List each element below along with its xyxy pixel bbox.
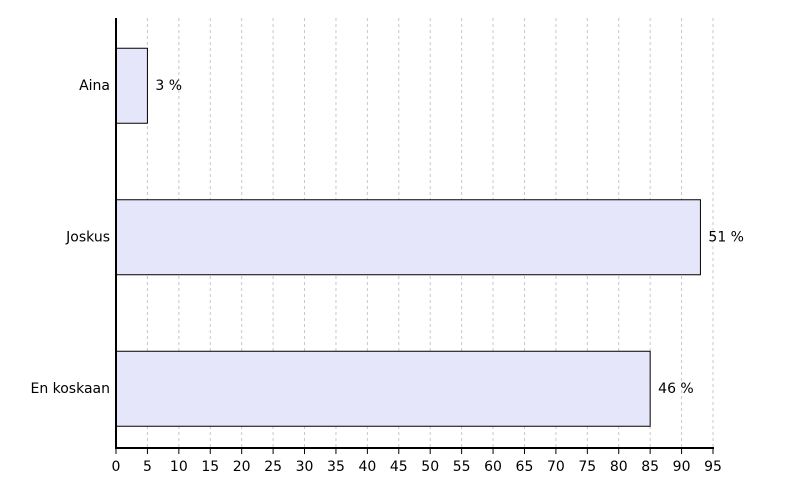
x-tick-label: 5 [143,459,152,475]
x-tick-label: 90 [673,459,691,475]
x-tick-label: 55 [453,459,471,475]
x-tick-label: 0 [112,459,121,475]
bar [115,47,148,124]
x-tick-label: 40 [358,459,376,475]
x-tick-label: 25 [264,459,282,475]
x-tick-label: 30 [296,459,314,475]
x-tick-label: 65 [516,459,534,475]
x-tick-label: 45 [390,459,408,475]
x-tick-label: 95 [704,459,722,475]
y-tick-label: En koskaan [30,381,110,397]
x-tick-label: 50 [421,459,439,475]
x-tick-label: 70 [547,459,565,475]
x-tick-label: 85 [641,459,659,475]
bar [115,350,651,427]
x-tick-label: 35 [327,459,345,475]
x-tick-label: 80 [610,459,628,475]
bar [115,199,701,276]
x-tick-label: 60 [484,459,502,475]
x-tick-label: 20 [233,459,251,475]
x-tick-label: 15 [201,459,219,475]
x-tick-label: 75 [578,459,596,475]
value-label: 46 % [658,381,694,397]
x-tick-label: 10 [170,459,188,475]
value-label: 3 % [155,78,182,94]
value-label: 51 % [708,229,744,245]
y-tick-label: Joskus [65,229,110,245]
y-tick-label: Aina [79,78,110,94]
